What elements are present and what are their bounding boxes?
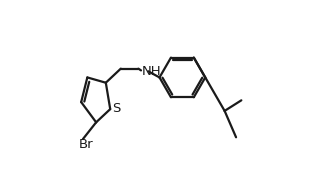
Text: S: S — [112, 102, 120, 115]
Text: Br: Br — [78, 138, 93, 151]
Text: NH: NH — [142, 65, 161, 78]
